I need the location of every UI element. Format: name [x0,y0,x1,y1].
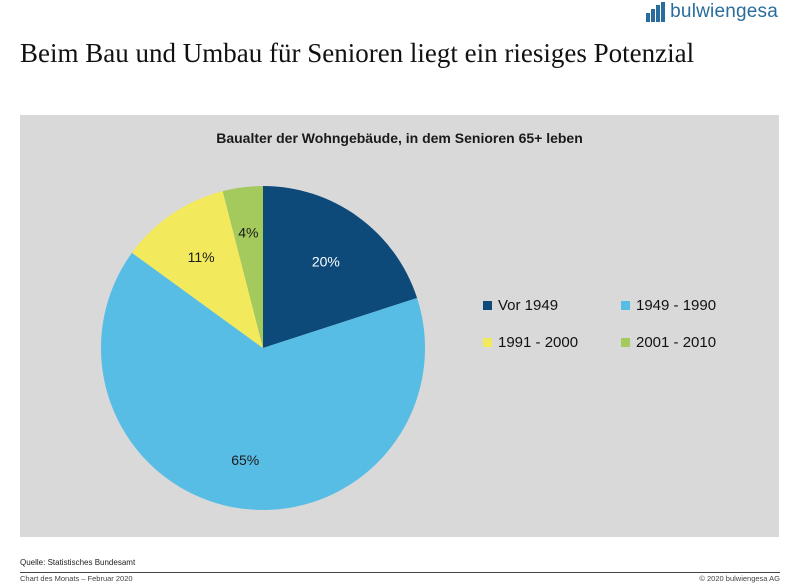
slice-label-1: 20% [312,253,340,269]
legend-item: 1949 - 1990 [621,297,761,314]
legend-item: Vor 1949 [483,297,621,314]
slice-label-2: 65% [231,452,259,468]
pie-slice-4 [222,186,263,348]
source-note: Quelle: Statistisches Bundesamt [20,558,136,567]
footer-divider [20,572,780,573]
pie-chart: 20% 65% 11% 4% [101,186,426,510]
slice-label-4: 4% [238,224,258,240]
footer-copyright: © 2020 bulwiengesa AG [699,574,780,583]
chart-title: Baualter der Wohngebäude, in dem Seniore… [216,130,583,146]
legend-swatch [483,338,492,347]
legend-swatch [621,338,630,347]
brand-logo: bulwiengesa [646,0,778,24]
logo-icon [646,2,666,22]
footer-series-label: Chart des Monats – Februar 2020 [20,574,133,583]
logo-text: bulwiengesa [670,1,778,22]
pie-slice-1 [263,186,418,348]
legend-item: 1991 - 2000 [483,334,621,351]
legend-label: 2001 - 2010 [636,334,717,351]
legend-item: 2001 - 2010 [621,334,761,351]
legend-swatch [621,301,630,310]
legend-label: Vor 1949 [498,297,559,314]
chart-panel: Baualter der Wohngebäude, in dem Seniore… [20,115,779,537]
legend-swatch [483,301,492,310]
legend-label: 1949 - 1990 [636,297,717,314]
pie-slice-2 [101,252,426,510]
chart-legend: Vor 1949 1949 - 1990 1991 - 2000 2001 - 201… [483,297,761,351]
legend-label: 1991 - 2000 [498,334,579,351]
slice-label-3: 11% [188,249,215,265]
page-headline: Beim Bau und Umbau für Senioren liegt ei… [20,38,695,68]
pie-slice-3 [131,191,263,348]
